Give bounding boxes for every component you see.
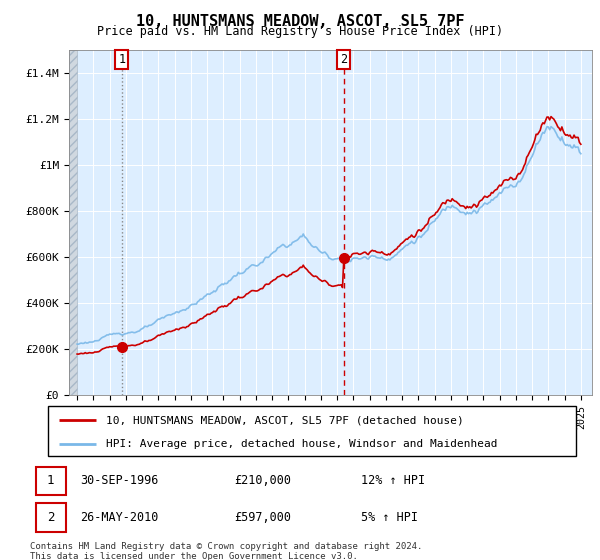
Text: Price paid vs. HM Land Registry's House Price Index (HPI): Price paid vs. HM Land Registry's House … <box>97 25 503 38</box>
Text: 5% ↑ HPI: 5% ↑ HPI <box>361 511 418 524</box>
Text: £210,000: £210,000 <box>234 474 291 487</box>
Text: 1: 1 <box>118 53 125 66</box>
Text: 2: 2 <box>340 53 347 66</box>
Polygon shape <box>69 50 77 395</box>
Text: HPI: Average price, detached house, Windsor and Maidenhead: HPI: Average price, detached house, Wind… <box>106 439 497 449</box>
FancyBboxPatch shape <box>35 466 66 495</box>
Text: 30-SEP-1996: 30-SEP-1996 <box>80 474 158 487</box>
Text: 10, HUNTSMANS MEADOW, ASCOT, SL5 7PF: 10, HUNTSMANS MEADOW, ASCOT, SL5 7PF <box>136 14 464 29</box>
Text: 12% ↑ HPI: 12% ↑ HPI <box>361 474 425 487</box>
Text: 2: 2 <box>47 511 54 524</box>
Text: 26-MAY-2010: 26-MAY-2010 <box>80 511 158 524</box>
Text: 1: 1 <box>47 474 54 487</box>
Text: £597,000: £597,000 <box>234 511 291 524</box>
FancyBboxPatch shape <box>35 503 66 531</box>
Text: Contains HM Land Registry data © Crown copyright and database right 2024.
This d: Contains HM Land Registry data © Crown c… <box>30 542 422 560</box>
Text: 10, HUNTSMANS MEADOW, ASCOT, SL5 7PF (detached house): 10, HUNTSMANS MEADOW, ASCOT, SL5 7PF (de… <box>106 415 464 425</box>
